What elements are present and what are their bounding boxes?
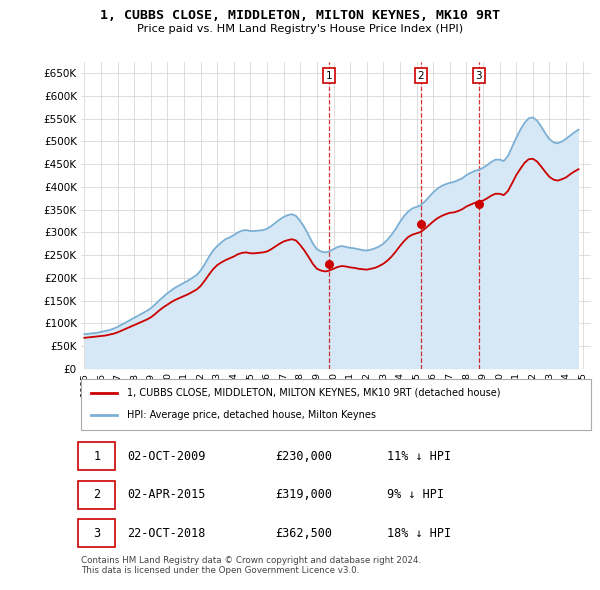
FancyBboxPatch shape: [81, 379, 591, 430]
Text: £230,000: £230,000: [275, 450, 332, 463]
FancyBboxPatch shape: [79, 519, 115, 547]
Text: 2: 2: [93, 488, 100, 501]
Text: 3: 3: [93, 526, 100, 539]
Text: 18% ↓ HPI: 18% ↓ HPI: [387, 526, 451, 539]
Text: 1: 1: [93, 450, 100, 463]
Text: 1, CUBBS CLOSE, MIDDLETON, MILTON KEYNES, MK10 9RT (detached house): 1, CUBBS CLOSE, MIDDLETON, MILTON KEYNES…: [127, 388, 500, 398]
Text: HPI: Average price, detached house, Milton Keynes: HPI: Average price, detached house, Milt…: [127, 410, 376, 420]
Text: 1, CUBBS CLOSE, MIDDLETON, MILTON KEYNES, MK10 9RT: 1, CUBBS CLOSE, MIDDLETON, MILTON KEYNES…: [100, 9, 500, 22]
FancyBboxPatch shape: [79, 442, 115, 470]
Text: 02-APR-2015: 02-APR-2015: [127, 488, 205, 501]
Text: 3: 3: [476, 71, 482, 81]
Text: 11% ↓ HPI: 11% ↓ HPI: [387, 450, 451, 463]
Text: 2: 2: [418, 71, 424, 81]
Text: 22-OCT-2018: 22-OCT-2018: [127, 526, 205, 539]
Text: Contains HM Land Registry data © Crown copyright and database right 2024.
This d: Contains HM Land Registry data © Crown c…: [81, 556, 421, 575]
Text: 1: 1: [326, 71, 332, 81]
Text: £362,500: £362,500: [275, 526, 332, 539]
Text: 9% ↓ HPI: 9% ↓ HPI: [387, 488, 444, 501]
Text: 02-OCT-2009: 02-OCT-2009: [127, 450, 205, 463]
Text: £319,000: £319,000: [275, 488, 332, 501]
Text: Price paid vs. HM Land Registry's House Price Index (HPI): Price paid vs. HM Land Registry's House …: [137, 24, 463, 34]
FancyBboxPatch shape: [79, 481, 115, 509]
